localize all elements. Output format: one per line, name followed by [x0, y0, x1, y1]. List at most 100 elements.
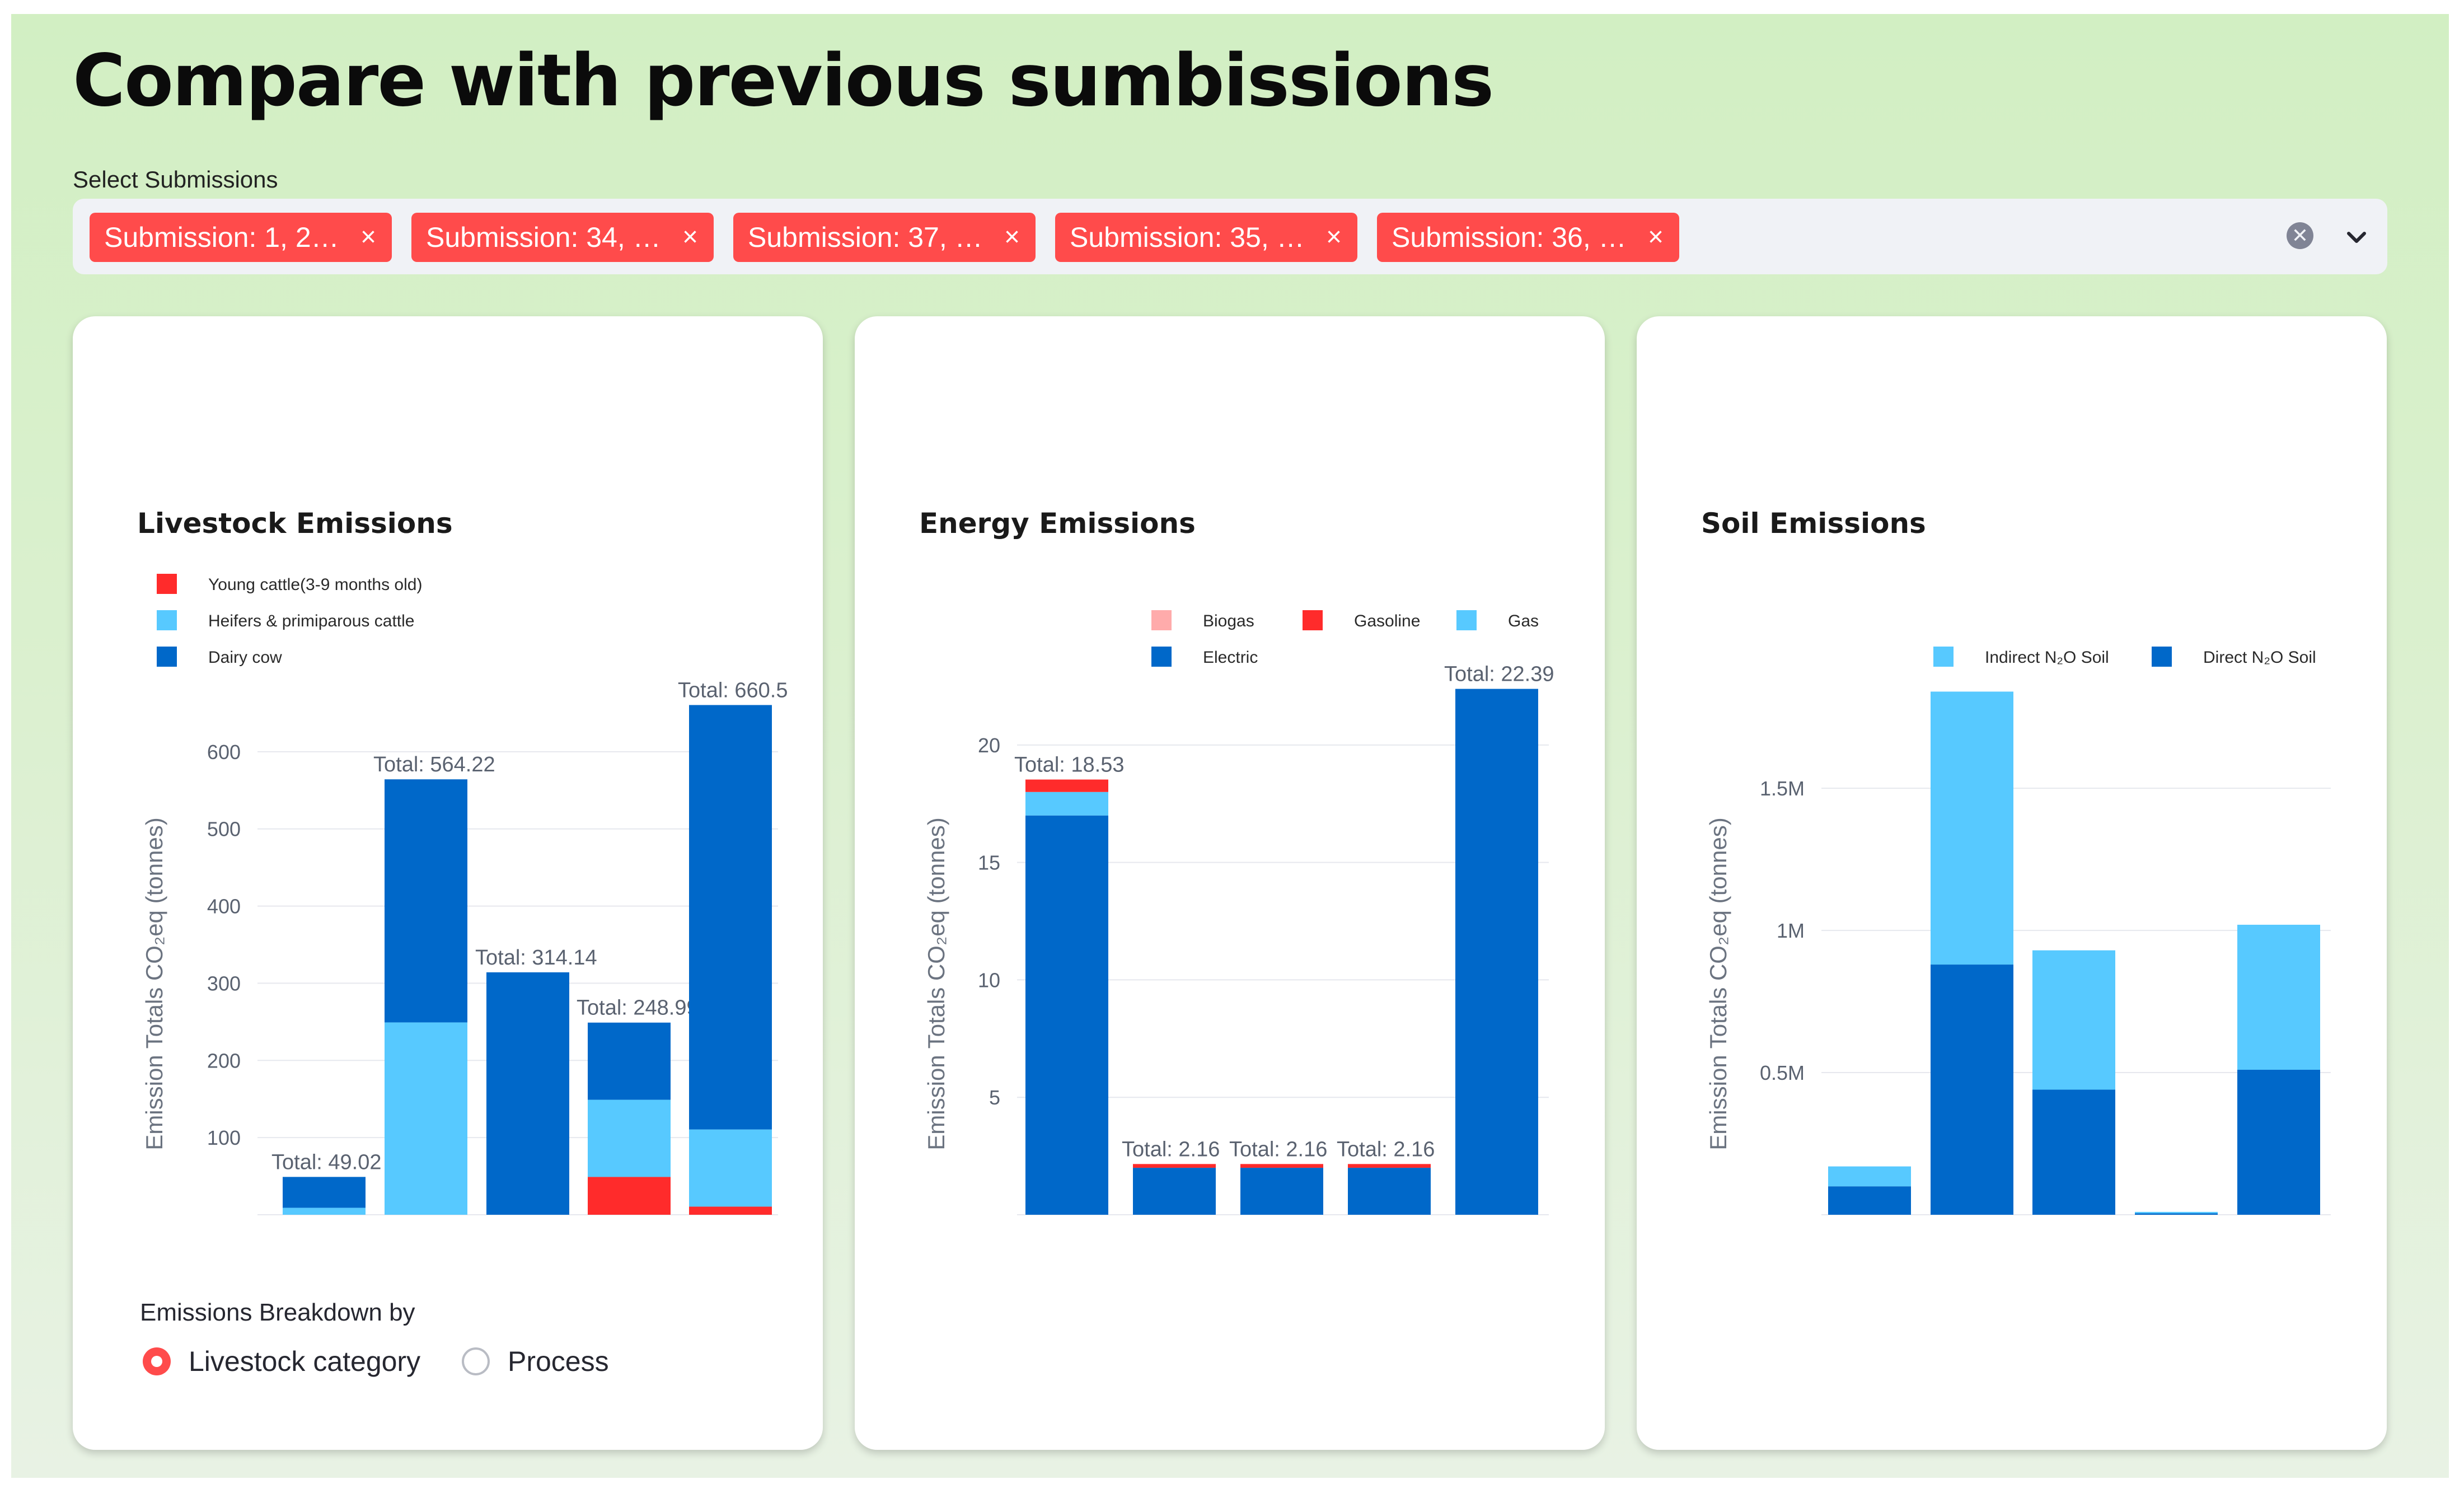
radio-label: Process — [508, 1346, 609, 1377]
legend-label: Biogas — [1203, 612, 1254, 630]
bar-segment — [2237, 924, 2320, 1070]
bar-segment — [1025, 815, 1108, 1215]
bar-segment — [1240, 1168, 1323, 1215]
total-label: Total: 2.16 — [1337, 1137, 1435, 1161]
select-label: Select Submissions — [73, 166, 278, 193]
bar-segment — [1931, 965, 2013, 1215]
legend-swatch — [157, 647, 177, 667]
legend-label: Dairy cow — [208, 648, 282, 667]
bar-segment — [2032, 950, 2115, 1090]
bar-segment — [1348, 1168, 1431, 1215]
legend-swatch — [157, 574, 177, 594]
bar-segment — [2237, 1069, 2320, 1215]
total-label: Total: 49.02 — [271, 1150, 381, 1174]
bar-segment — [689, 705, 772, 1130]
legend-label: Gas — [1508, 612, 1539, 630]
total-label: Total: 2.16 — [1122, 1137, 1220, 1161]
legend-swatch — [2152, 647, 2172, 667]
submission-chip[interactable]: Submission: 34, … × — [411, 213, 714, 262]
chip-label: Submission: 1, 2… — [104, 222, 339, 253]
chart-title: Energy Emissions — [919, 507, 1196, 540]
bar-segment — [1133, 1164, 1216, 1168]
radio-circle[interactable] — [462, 1347, 490, 1375]
y-axis-label: Emission Totals CO₂eq (tonnes) — [141, 817, 167, 1150]
bar-segment — [1133, 1168, 1216, 1215]
chip-label: Submission: 37, … — [748, 222, 983, 253]
legend-swatch — [1303, 610, 1323, 630]
submission-chip[interactable]: Submission: 36, … × — [1377, 213, 1679, 262]
radio-label: Livestock category — [189, 1346, 421, 1377]
soil-chart-card: Soil Emissions Indirect N₂O Soil Direct N₂… — [1637, 316, 2387, 1450]
legend-swatch — [1151, 610, 1172, 630]
bar-segment — [283, 1177, 366, 1208]
energy-emissions-chart: Energy Emissions Biogas Gasoline Gas Electri… — [919, 507, 1554, 1215]
y-tick-label: 1M — [1777, 919, 1805, 942]
chart-title: Livestock Emissions — [137, 507, 453, 540]
soil-emissions-chart: Soil Emissions Indirect N₂O Soil Direct N₂… — [1701, 507, 2331, 1215]
submission-chip[interactable]: Submission: 37, … × — [733, 213, 1036, 262]
livestock-emissions-chart: Livestock Emissions Young cattle(3-9 mont… — [137, 507, 788, 1215]
bar-segment — [588, 1177, 671, 1215]
bar-segment — [486, 972, 569, 1215]
legend-label: Heifers & primiparous cattle — [208, 612, 414, 630]
legend-label: Indirect N₂O Soil — [1985, 648, 2109, 667]
chip-label: Submission: 36, … — [1392, 222, 1627, 253]
y-tick-label: 300 — [207, 972, 241, 995]
page-title: Compare with previous sumbissions — [73, 39, 1494, 123]
bar-segment — [1240, 1164, 1323, 1168]
bar-segment — [1931, 691, 2013, 965]
chart-title: Soil Emissions — [1701, 507, 1926, 540]
y-tick-label: 10 — [978, 968, 1000, 991]
submission-chip[interactable]: Submission: 1, 2… × — [90, 213, 392, 262]
close-icon[interactable]: × — [1325, 222, 1342, 252]
close-icon[interactable]: × — [360, 222, 377, 252]
bar-segment — [2032, 1089, 2115, 1215]
submission-multiselect[interactable]: Submission: 1, 2… × Submission: 34, … × … — [73, 199, 2387, 274]
total-label: Total: 564.22 — [373, 753, 495, 776]
close-icon[interactable]: × — [1647, 222, 1664, 252]
bar-segment — [689, 1206, 772, 1215]
clear-all-icon[interactable]: ✕ — [2287, 222, 2313, 249]
y-tick-label: 500 — [207, 818, 241, 841]
livestock-chart-card: Livestock Emissions Young cattle(3-9 mont… — [73, 316, 823, 1450]
bar-segment — [588, 1022, 671, 1100]
bar-segment — [2135, 1211, 2218, 1214]
legend-swatch — [1456, 610, 1477, 630]
bar-segment — [1025, 779, 1108, 792]
bar-segment — [283, 1207, 366, 1215]
bar-segment — [385, 779, 467, 1023]
y-axis-label: Emission Totals CO₂eq (tonnes) — [923, 817, 949, 1150]
legend-label: Electric — [1203, 648, 1258, 667]
y-tick-label: 0.5M — [1760, 1061, 1805, 1084]
total-label: Total: 314.14 — [475, 946, 597, 970]
bar-segment — [1828, 1186, 1911, 1215]
total-label: Total: 660.5 — [678, 678, 788, 702]
bar-segment — [1348, 1164, 1431, 1168]
legend-swatch — [157, 610, 177, 630]
y-axis-label: Emission Totals CO₂eq (tonnes) — [1705, 817, 1731, 1150]
y-tick-label: 20 — [978, 734, 1000, 757]
total-label: Total: 22.39 — [1444, 663, 1554, 686]
submission-chip[interactable]: Submission: 35, … × — [1055, 213, 1357, 262]
legend-label: Young cattle(3-9 months old) — [208, 575, 422, 594]
y-tick-label: 200 — [207, 1049, 241, 1072]
bar-segment — [588, 1099, 671, 1177]
y-tick-label: 5 — [989, 1086, 1000, 1109]
y-tick-label: 100 — [207, 1126, 241, 1149]
legend-swatch — [1933, 647, 1954, 667]
breakdown-label: Emissions Breakdown by — [140, 1299, 415, 1326]
close-icon[interactable]: × — [682, 222, 699, 252]
legend-label: Direct N₂O Soil — [2203, 648, 2316, 667]
total-label: Total: 18.53 — [1014, 753, 1124, 777]
bar-segment — [1455, 689, 1538, 1215]
radio-circle[interactable] — [143, 1347, 171, 1375]
close-icon[interactable]: × — [1004, 222, 1020, 252]
bar-segment — [1828, 1166, 1911, 1187]
bar-segment — [689, 1129, 772, 1207]
chevron-down-icon[interactable] — [2334, 214, 2379, 259]
bar-segment — [1025, 792, 1108, 816]
y-tick-label: 400 — [207, 895, 241, 918]
y-tick-label: 15 — [978, 851, 1000, 874]
bar-segment — [385, 1022, 467, 1215]
legend-swatch — [1151, 647, 1172, 667]
